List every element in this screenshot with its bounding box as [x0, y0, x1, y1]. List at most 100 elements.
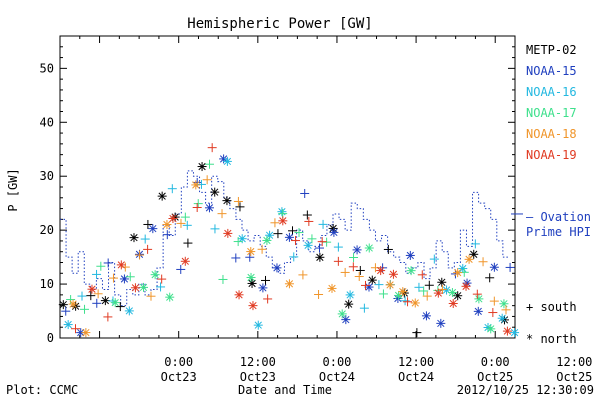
north-marker-stroke — [484, 323, 492, 332]
north-marker-stroke — [88, 285, 96, 293]
x-tick-date-label: Oct23 — [240, 370, 276, 384]
north-marker-stroke — [377, 266, 385, 275]
north-marker-stroke — [219, 155, 228, 163]
north-marker-stroke — [353, 246, 361, 254]
north-marker-stroke — [117, 261, 125, 269]
x-tick-date-label: Oct24 — [398, 370, 434, 384]
north-marker-stroke — [125, 307, 133, 315]
y-tick-label: 20 — [40, 223, 54, 237]
north-marker-stroke — [365, 283, 373, 291]
north-marker-stroke — [285, 280, 294, 288]
chart-title: Hemispheric Power [GW] — [187, 16, 372, 32]
north-marker-stroke — [465, 255, 473, 263]
x-tick-time-label: 12:00 — [240, 355, 276, 369]
north-marker-stroke — [316, 253, 324, 261]
x-tick-date-label: Oct24 — [319, 370, 355, 384]
y-tick-label: 0 — [47, 331, 54, 345]
x-tick-time-label: 0:00 — [481, 355, 510, 369]
north-marker-stroke — [166, 293, 174, 301]
north-marker-stroke — [149, 224, 157, 233]
north-marker-stroke — [475, 295, 483, 303]
north-marker-stroke — [328, 284, 336, 293]
north-marker-stroke — [434, 289, 442, 297]
north-marker-stroke — [500, 300, 508, 308]
north-marker-stroke — [151, 271, 159, 279]
north-marker-stroke — [249, 301, 257, 310]
legend-entry-noaa-17: NOAA-17 — [526, 106, 577, 120]
y-tick-label: 30 — [40, 169, 54, 183]
north-marker-stroke — [192, 181, 200, 189]
north-marker-stroke — [498, 314, 506, 322]
north-marker-stroke — [279, 217, 287, 225]
north-marker-stroke — [181, 257, 189, 265]
north-marker-stroke — [454, 268, 462, 277]
north-marker-stroke — [247, 247, 255, 256]
ovation-hpi-series — [60, 170, 523, 307]
north-marker-stroke — [487, 325, 495, 333]
north-marker-stroke — [285, 233, 294, 242]
north-marker-stroke — [59, 300, 67, 309]
north-marker-stroke — [346, 291, 354, 299]
north-marker-stroke — [254, 321, 262, 329]
legend: METP-02 NOAA-15 NOAA-16 NOAA-17 NOAA-18 NOAA-… — [526, 43, 577, 162]
plot-timestamp: 2012/10/25 12:30:09 — [457, 383, 594, 397]
north-marker-stroke — [64, 320, 72, 329]
north-marker-stroke — [69, 300, 77, 308]
north-marker-stroke — [338, 310, 346, 318]
north-marker-stroke — [437, 319, 445, 328]
north-marker-stroke — [158, 192, 166, 200]
north-marker-stroke — [223, 196, 231, 205]
north-marker-stroke — [330, 228, 338, 237]
north-marker-stroke — [510, 328, 519, 337]
north-marker-stroke — [386, 281, 394, 289]
north-marker-stroke — [130, 233, 138, 242]
north-marker-stroke — [459, 264, 467, 273]
legend-entry-noaa-19: NOAA-19 — [526, 148, 577, 162]
north-marker-stroke — [198, 162, 206, 171]
north-marker-stroke — [101, 296, 110, 305]
north-marker-stroke — [442, 286, 451, 294]
north-marker-stroke — [407, 266, 415, 275]
north-marker-stroke — [490, 263, 499, 271]
north-marker-stroke — [449, 299, 457, 308]
y-tick-label: 40 — [40, 115, 54, 129]
legend-entry-noaa-16: NOAA-16 — [526, 85, 577, 99]
north-marker-stroke — [454, 292, 462, 300]
north-marker-stroke — [211, 188, 219, 196]
north-marker-stroke — [399, 287, 407, 296]
north-marker-stroke — [368, 276, 376, 284]
north-marker-stroke — [273, 264, 281, 272]
north-marker-stroke — [345, 300, 353, 308]
satellite-points — [58, 143, 520, 338]
marker-south-label: + south — [526, 300, 577, 314]
north-marker-stroke — [224, 229, 232, 238]
north-marker-stroke — [462, 282, 470, 290]
north-marker-stroke — [474, 307, 482, 316]
ovation-label-line2: Prime HPI — [526, 225, 591, 239]
north-marker-stroke — [448, 288, 457, 297]
x-axis-label: Date and Time — [238, 383, 332, 397]
north-marker-stroke — [131, 284, 140, 292]
x-tick-date-label: Oct23 — [161, 370, 197, 384]
north-marker-stroke — [235, 291, 243, 299]
north-marker-stroke — [342, 315, 350, 324]
x-tick-date-label: Oct25 — [477, 370, 513, 384]
legend-entry-metp-02: METP-02 — [526, 43, 577, 57]
north-marker-stroke — [111, 298, 119, 307]
x-tick-date-label: Oct25 — [556, 370, 592, 384]
y-tick-label: 50 — [40, 61, 54, 75]
north-marker-stroke — [169, 214, 177, 223]
north-marker-stroke — [329, 224, 337, 233]
series-points-metp-02 — [58, 162, 509, 338]
north-marker-stroke — [389, 270, 398, 278]
north-marker-stroke — [163, 220, 171, 229]
y-axis-label: P [GW] — [6, 168, 20, 211]
x-tick-time-label: 12:00 — [556, 355, 592, 369]
north-marker-stroke — [82, 328, 90, 337]
marker-north-label: * north — [526, 332, 577, 346]
north-marker-stroke — [422, 312, 431, 320]
north-marker-stroke — [406, 251, 414, 260]
north-marker-stroke — [438, 278, 446, 286]
x-axis-ticks: 0:00Oct2312:00Oct230:00Oct2412:00Oct240:… — [59, 36, 592, 384]
